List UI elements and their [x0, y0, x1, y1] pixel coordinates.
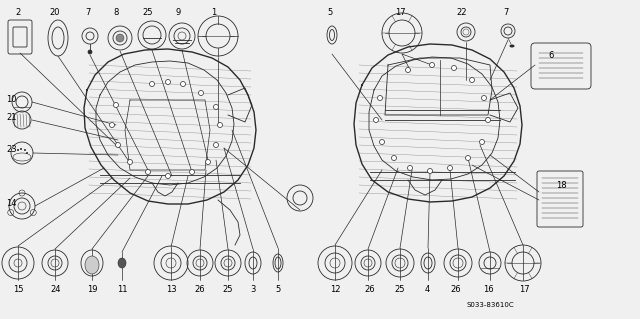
Text: 25: 25: [143, 8, 153, 17]
Text: 26: 26: [195, 285, 205, 294]
Circle shape: [180, 81, 186, 86]
Text: 8: 8: [113, 8, 118, 17]
Text: 9: 9: [175, 8, 180, 17]
Circle shape: [429, 63, 435, 68]
Text: 22: 22: [457, 8, 467, 17]
Circle shape: [189, 169, 195, 174]
Text: 14: 14: [6, 198, 17, 207]
Circle shape: [406, 68, 410, 72]
Text: 24: 24: [51, 285, 61, 294]
Text: 4: 4: [424, 285, 429, 294]
Circle shape: [408, 166, 413, 170]
Circle shape: [166, 174, 170, 179]
Ellipse shape: [509, 44, 515, 48]
Text: S033-83610C: S033-83610C: [466, 302, 514, 308]
Circle shape: [17, 149, 19, 151]
Circle shape: [88, 50, 92, 54]
Circle shape: [378, 95, 383, 100]
Circle shape: [486, 117, 490, 122]
Text: 26: 26: [365, 285, 375, 294]
Text: 5: 5: [275, 285, 280, 294]
Text: 7: 7: [503, 8, 509, 17]
Circle shape: [127, 160, 132, 165]
Circle shape: [218, 122, 223, 128]
Circle shape: [380, 139, 385, 145]
Circle shape: [451, 65, 456, 70]
Text: 2: 2: [15, 8, 20, 17]
Circle shape: [24, 149, 26, 151]
Text: 23: 23: [6, 145, 17, 154]
Text: 6: 6: [548, 50, 554, 60]
Text: 19: 19: [87, 285, 97, 294]
Text: 12: 12: [330, 285, 340, 294]
Ellipse shape: [118, 258, 126, 268]
Circle shape: [145, 169, 150, 174]
Circle shape: [150, 81, 154, 86]
Text: 7: 7: [85, 8, 91, 17]
Text: 25: 25: [395, 285, 405, 294]
Text: 16: 16: [483, 285, 493, 294]
Circle shape: [392, 155, 397, 160]
Circle shape: [205, 160, 211, 165]
Text: 25: 25: [223, 285, 233, 294]
Circle shape: [479, 139, 484, 145]
Text: 21: 21: [6, 114, 17, 122]
Text: 10: 10: [6, 95, 17, 105]
Circle shape: [481, 95, 486, 100]
Text: 20: 20: [50, 8, 60, 17]
Text: 1: 1: [211, 8, 216, 17]
Circle shape: [214, 105, 218, 109]
Circle shape: [428, 168, 433, 174]
Text: 18: 18: [556, 181, 566, 189]
Circle shape: [113, 102, 118, 108]
Circle shape: [374, 117, 378, 122]
Text: 15: 15: [13, 285, 23, 294]
Circle shape: [116, 34, 124, 42]
Circle shape: [465, 155, 470, 160]
Text: 5: 5: [328, 8, 333, 17]
Text: 3: 3: [250, 285, 256, 294]
Ellipse shape: [85, 256, 99, 274]
Circle shape: [447, 166, 452, 170]
Circle shape: [470, 78, 474, 83]
Text: 17: 17: [518, 285, 529, 294]
Circle shape: [115, 143, 120, 147]
Text: 13: 13: [166, 285, 176, 294]
Text: 17: 17: [395, 8, 405, 17]
Circle shape: [109, 122, 115, 128]
Circle shape: [26, 152, 28, 154]
Circle shape: [198, 91, 204, 95]
Circle shape: [166, 79, 170, 85]
Circle shape: [214, 143, 218, 147]
Text: 11: 11: [116, 285, 127, 294]
Text: 26: 26: [451, 285, 461, 294]
Circle shape: [20, 148, 22, 150]
